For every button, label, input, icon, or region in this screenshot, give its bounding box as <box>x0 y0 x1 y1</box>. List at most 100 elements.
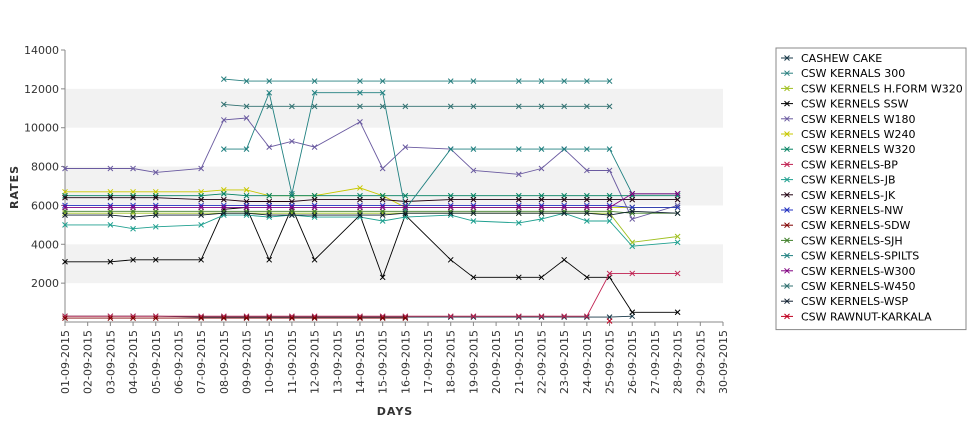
data-point <box>606 204 613 211</box>
legend-label: CSW KERNELS H.FORM W320 <box>801 82 963 95</box>
data-point <box>584 146 590 152</box>
data-point <box>674 204 681 211</box>
data-point <box>470 196 477 203</box>
legend-item: CSW KERNELS-SJH <box>781 234 903 247</box>
data-point <box>311 196 318 203</box>
legend-item: CSW KERNELS-W300 <box>781 265 916 278</box>
data-point <box>538 146 545 152</box>
data-point <box>402 315 409 321</box>
data-point <box>606 146 613 152</box>
data-point <box>243 210 250 217</box>
legend-swatch-marker <box>784 100 790 107</box>
data-point <box>606 212 613 218</box>
data-point <box>584 78 590 84</box>
legend-swatch-marker <box>784 191 790 198</box>
x-tick-label: 01-09-2015 <box>59 330 72 394</box>
data-point <box>402 103 409 110</box>
x-tick-label: 27-09-2015 <box>649 330 662 394</box>
data-point <box>220 204 227 211</box>
x-tick-label: 22-09-2015 <box>535 330 548 394</box>
data-point <box>584 103 590 110</box>
data-point <box>379 204 386 211</box>
x-tick-label: 19-09-2015 <box>467 330 480 394</box>
legend-swatch-marker <box>784 146 790 153</box>
data-point <box>561 196 568 203</box>
data-point <box>357 204 363 211</box>
data-point <box>152 194 159 201</box>
series-line <box>65 204 678 208</box>
data-point <box>266 315 273 321</box>
series-line <box>65 197 678 202</box>
data-point <box>311 204 318 211</box>
series-cashew-cake <box>62 313 636 320</box>
data-point <box>62 194 68 201</box>
data-point <box>152 204 159 211</box>
data-point <box>629 216 636 222</box>
legend-label: CSW KERNELS-W450 <box>801 280 916 293</box>
legend-label: CSW KERNELS-W300 <box>801 265 916 278</box>
data-point <box>152 169 159 176</box>
data-point <box>379 212 386 218</box>
legend-swatch-marker <box>784 131 790 137</box>
data-point <box>538 314 545 320</box>
legend-swatch-marker <box>784 176 790 183</box>
series-line <box>65 193 678 208</box>
x-tick-label: 29-09-2015 <box>694 330 707 394</box>
legend-item: CSW RAWNUT-KARKALA <box>781 310 932 323</box>
data-point <box>220 314 227 320</box>
data-point <box>130 256 136 263</box>
data-point <box>379 103 386 110</box>
data-point <box>107 258 114 265</box>
data-point <box>515 78 522 84</box>
data-point <box>311 315 318 321</box>
data-point <box>289 190 295 197</box>
y-tick-label: 10000 <box>24 122 59 135</box>
series-csw-kernals-300 <box>220 76 613 84</box>
x-tick-label: 10-09-2015 <box>263 330 276 394</box>
data-point <box>447 196 454 203</box>
data-point <box>402 144 409 150</box>
data-point <box>561 204 568 211</box>
data-point <box>357 196 363 203</box>
data-point <box>515 210 522 217</box>
x-tick-label: 30-09-2015 <box>717 330 730 394</box>
data-point <box>62 258 68 265</box>
data-point <box>538 196 545 203</box>
data-point <box>538 103 545 110</box>
data-point <box>357 185 363 191</box>
data-point <box>561 103 568 110</box>
data-point <box>198 256 204 263</box>
data-point <box>357 212 363 218</box>
data-point <box>357 103 363 110</box>
data-point <box>198 222 204 228</box>
data-point <box>584 204 590 211</box>
data-point <box>107 204 114 211</box>
data-point <box>674 210 681 217</box>
data-point <box>266 103 273 110</box>
legend-swatch-marker <box>784 161 790 168</box>
series-line <box>223 78 610 82</box>
data-point <box>629 190 636 197</box>
data-point <box>311 144 318 150</box>
x-tick-label: 25-09-2015 <box>604 330 617 394</box>
y-tick-label: 6000 <box>31 199 59 212</box>
legend-item: CSW KERNELS H.FORM W320 <box>781 82 963 95</box>
data-point <box>266 314 273 320</box>
legend-swatch-marker <box>784 252 790 259</box>
legend-item: CSW KERNELS-SPILTS <box>781 250 919 263</box>
data-point <box>584 210 590 217</box>
series-line <box>65 206 678 313</box>
legend-item: CSW KERNELS-SDW <box>781 219 911 232</box>
data-point <box>538 274 545 281</box>
grid-band <box>65 88 723 128</box>
data-point <box>152 223 159 230</box>
x-axis-title: DAYS <box>377 405 413 418</box>
legend-label: CSW KERNELS-JK <box>801 189 896 202</box>
data-point <box>130 225 136 232</box>
data-point <box>311 314 318 320</box>
legend-label: CASHEW CAKE <box>801 52 882 65</box>
data-point <box>311 103 318 110</box>
axes <box>64 50 723 323</box>
data-point <box>243 204 250 211</box>
x-tick-label: 09-09-2015 <box>241 330 254 394</box>
